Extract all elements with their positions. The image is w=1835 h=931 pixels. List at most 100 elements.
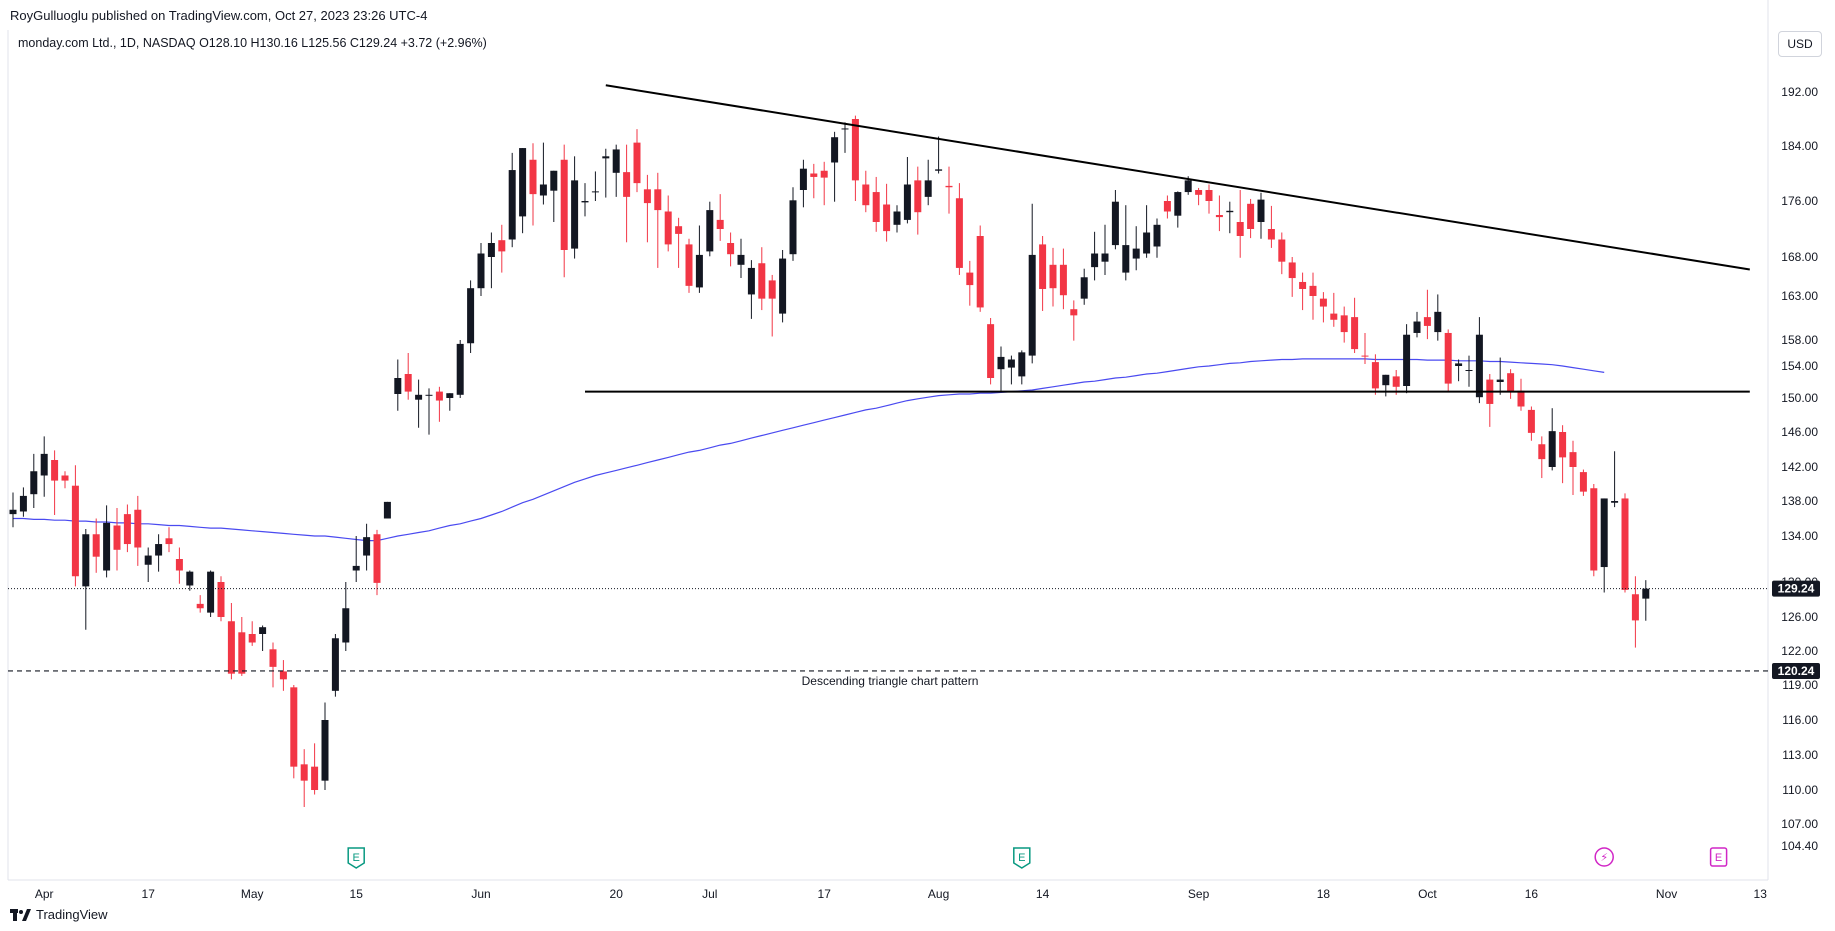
candle-body [342, 608, 350, 643]
candle-body [1184, 180, 1192, 193]
candle-body [1278, 239, 1286, 262]
candle-body [30, 471, 38, 495]
candle-body [1340, 315, 1348, 333]
currency-button[interactable]: USD [1778, 31, 1822, 57]
x-tick-label: 13 [1754, 887, 1768, 901]
candle-body [1444, 332, 1452, 384]
candle-body [61, 475, 69, 481]
candle-body [758, 263, 766, 299]
candle-body [1590, 488, 1598, 571]
candle-body [467, 288, 475, 344]
target-line-label: Descending triangle chart pattern [802, 674, 979, 688]
candle-body [1600, 498, 1608, 568]
candle-body [1247, 203, 1255, 229]
candle-body [446, 393, 454, 398]
x-tick-label: Nov [1656, 887, 1677, 901]
candle-body [300, 764, 308, 781]
candle-body [1195, 190, 1203, 195]
candle-body [1548, 431, 1556, 467]
x-tick-label: 16 [1525, 887, 1539, 901]
earnings-event-icon[interactable] [347, 847, 365, 869]
candle-body [498, 240, 506, 252]
candle-body [1455, 363, 1463, 366]
candle-body [1496, 379, 1504, 382]
candle-body [352, 565, 360, 571]
candle-body [716, 219, 724, 229]
candle-body [477, 253, 485, 289]
y-tick-label: 126.00 [1781, 610, 1818, 624]
candle-body [1371, 362, 1379, 389]
candle-body [1403, 334, 1411, 386]
candle-body [1101, 253, 1109, 262]
resistance-trendline[interactable] [605, 84, 1750, 271]
candle-body [643, 189, 651, 204]
y-tick-label: 134.00 [1781, 529, 1818, 543]
x-tick-label: 20 [610, 887, 624, 901]
candle-body [394, 378, 402, 394]
candle-body [1007, 359, 1015, 368]
earnings-event-icon[interactable] [1013, 847, 1031, 869]
candle-body [425, 394, 433, 396]
candle-body [1423, 317, 1431, 326]
tradingview-logo[interactable]: TradingView [10, 907, 108, 922]
candle-body [1475, 334, 1483, 398]
candle-body [633, 142, 641, 184]
candle-body [1132, 248, 1140, 259]
x-tick-label: 17 [818, 887, 832, 901]
candle-body [1361, 355, 1369, 357]
candle-body [935, 169, 943, 171]
candle-body [664, 211, 672, 245]
candle-body [727, 243, 735, 255]
candle-body [331, 638, 339, 691]
price-axis-badge-label: 120.24 [1778, 664, 1815, 678]
x-tick-label: Jun [471, 887, 490, 901]
candle-body [165, 538, 173, 545]
candle-body [623, 172, 631, 197]
candle-body [987, 324, 995, 378]
candle-body [799, 168, 807, 190]
candle-body [1631, 594, 1639, 621]
tradingview-logo-icon [10, 908, 31, 921]
price-axis-badge [1772, 580, 1820, 597]
x-tick-label: 14 [1036, 887, 1050, 901]
candle-body [1226, 210, 1234, 213]
candle-body [1080, 277, 1088, 299]
price-axis-badge-label: 129.24 [1778, 582, 1815, 596]
candle-body [612, 149, 620, 173]
candle-body [363, 537, 371, 556]
candle-body [820, 170, 828, 178]
candle-body [435, 391, 443, 401]
candle-body [810, 173, 818, 177]
candle-body [238, 632, 246, 674]
candle-body [113, 525, 121, 550]
candle-body [1579, 472, 1587, 492]
candle-body [706, 210, 714, 252]
y-tick-label: 119.00 [1782, 678, 1818, 692]
y-tick-label: 104.40 [1781, 839, 1818, 853]
candle-body [768, 280, 776, 299]
candle-body [415, 394, 423, 400]
candle-body [997, 356, 1005, 370]
candle-body [71, 485, 79, 577]
candle-body [1236, 222, 1244, 236]
y-tick-label: 107.00 [1781, 817, 1818, 831]
candle-body [259, 627, 267, 634]
flash-event-icon[interactable] [1594, 847, 1614, 867]
candle-body [1215, 215, 1223, 218]
candle-body [1319, 298, 1327, 307]
x-tick-label: May [241, 887, 264, 901]
y-tick-label: 146.00 [1781, 425, 1818, 439]
candle-body [539, 184, 547, 196]
candle-body [1392, 376, 1400, 387]
candle-body [872, 192, 880, 222]
upcoming-earnings-icon[interactable] [1709, 847, 1728, 867]
x-tick-label: Aug [928, 887, 949, 901]
x-tick-label: Sep [1188, 887, 1210, 901]
candle-body [883, 204, 891, 232]
candle-body [1413, 321, 1421, 333]
candle-body [789, 200, 797, 255]
candle-body [1299, 281, 1307, 289]
candle-body [227, 621, 235, 674]
candle-body [123, 514, 131, 545]
